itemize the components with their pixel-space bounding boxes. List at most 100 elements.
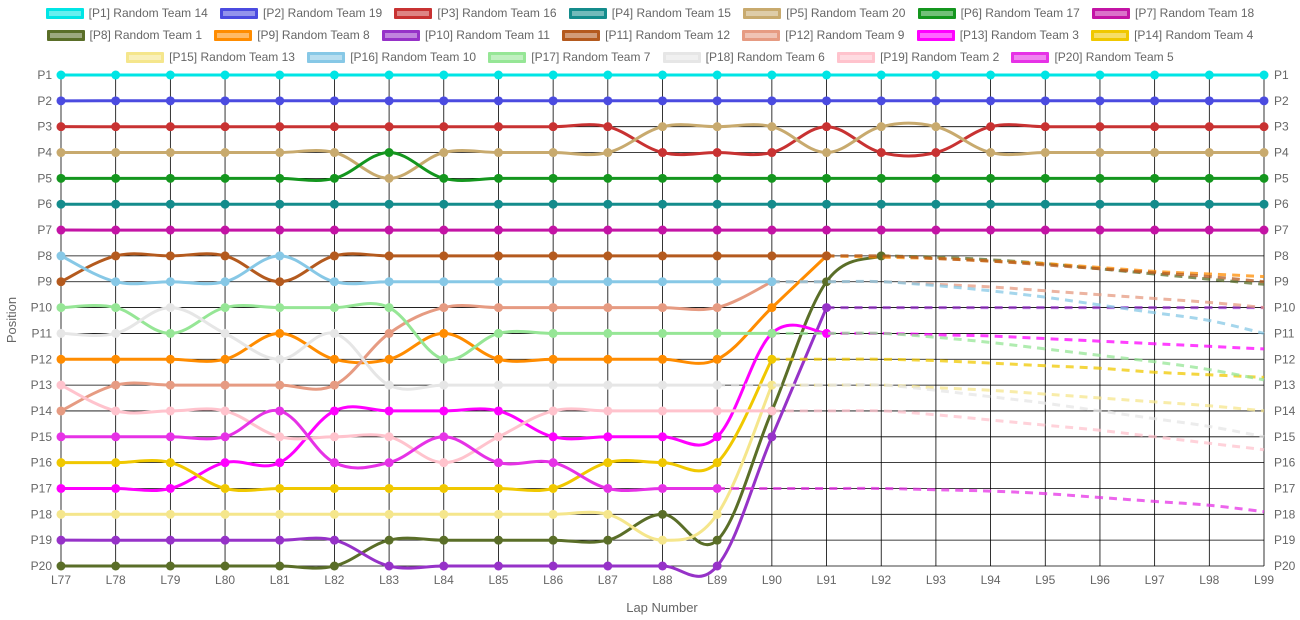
legend-item[interactable]: [P14] Random Team 4	[1091, 26, 1253, 44]
data-point[interactable]	[603, 483, 613, 493]
data-point[interactable]	[658, 483, 667, 493]
data-point[interactable]	[329, 303, 339, 313]
data-point[interactable]	[1095, 199, 1105, 209]
data-point[interactable]	[548, 535, 558, 545]
data-point[interactable]	[1095, 148, 1105, 158]
data-point[interactable]	[876, 96, 886, 106]
data-point[interactable]	[712, 96, 722, 106]
data-point[interactable]	[275, 432, 285, 442]
data-point[interactable]	[548, 483, 558, 493]
data-point[interactable]	[56, 406, 66, 416]
data-point[interactable]	[56, 70, 66, 80]
data-point[interactable]	[56, 148, 66, 158]
data-point[interactable]	[822, 199, 832, 209]
data-point[interactable]	[876, 70, 886, 80]
data-point[interactable]	[220, 251, 230, 261]
data-point[interactable]	[384, 406, 394, 416]
data-point[interactable]	[275, 70, 285, 80]
data-point[interactable]	[165, 251, 175, 261]
data-point[interactable]	[275, 148, 285, 158]
data-point[interactable]	[767, 380, 777, 390]
data-point[interactable]	[165, 303, 175, 313]
data-point[interactable]	[439, 561, 449, 571]
data-point[interactable]	[986, 199, 996, 209]
data-point[interactable]	[712, 509, 722, 519]
data-point[interactable]	[548, 432, 558, 442]
data-point[interactable]	[493, 277, 503, 287]
data-point[interactable]	[439, 70, 449, 80]
data-point[interactable]	[384, 354, 394, 364]
data-point[interactable]	[384, 458, 394, 468]
data-point[interactable]	[384, 173, 394, 183]
data-point[interactable]	[548, 122, 558, 132]
data-point[interactable]	[986, 225, 996, 235]
data-point[interactable]	[493, 148, 503, 158]
data-point[interactable]	[986, 148, 996, 158]
data-point[interactable]	[111, 406, 121, 416]
data-point[interactable]	[1095, 225, 1105, 235]
data-point[interactable]	[603, 199, 613, 209]
data-point[interactable]	[220, 148, 230, 158]
data-point[interactable]	[275, 277, 285, 287]
data-point[interactable]	[384, 303, 394, 313]
data-point[interactable]	[439, 251, 449, 261]
data-point[interactable]	[712, 483, 722, 493]
data-point[interactable]	[712, 328, 722, 338]
data-point[interactable]	[439, 277, 449, 287]
data-point[interactable]	[56, 122, 66, 132]
data-point[interactable]	[822, 122, 832, 132]
data-point[interactable]	[658, 535, 667, 545]
data-point[interactable]	[767, 122, 777, 132]
data-point[interactable]	[822, 303, 832, 313]
data-point[interactable]	[1150, 199, 1160, 209]
data-point[interactable]	[439, 406, 449, 416]
data-point[interactable]	[658, 354, 667, 364]
data-point[interactable]	[275, 380, 285, 390]
legend-item[interactable]: [P8] Random Team 1	[46, 26, 202, 44]
data-point[interactable]	[1259, 173, 1269, 183]
data-point[interactable]	[329, 70, 339, 80]
data-point[interactable]	[384, 251, 394, 261]
data-point[interactable]	[111, 458, 121, 468]
data-point[interactable]	[712, 70, 722, 80]
data-point[interactable]	[439, 303, 449, 313]
data-point[interactable]	[1040, 199, 1050, 209]
data-point[interactable]	[822, 328, 832, 338]
data-point[interactable]	[1150, 225, 1160, 235]
data-point[interactable]	[1204, 122, 1214, 132]
data-point[interactable]	[603, 380, 613, 390]
data-point[interactable]	[56, 303, 66, 313]
data-point[interactable]	[165, 535, 175, 545]
data-point[interactable]	[548, 380, 558, 390]
data-point[interactable]	[329, 535, 339, 545]
data-point[interactable]	[1095, 173, 1105, 183]
data-point[interactable]	[275, 122, 285, 132]
data-point[interactable]	[658, 122, 667, 132]
data-point[interactable]	[111, 380, 121, 390]
data-point[interactable]	[439, 122, 449, 132]
data-point[interactable]	[220, 328, 230, 338]
data-point[interactable]	[329, 122, 339, 132]
data-point[interactable]	[1040, 225, 1050, 235]
data-point[interactable]	[220, 173, 230, 183]
data-point[interactable]	[658, 458, 667, 468]
data-point[interactable]	[658, 432, 667, 442]
data-point[interactable]	[220, 561, 230, 571]
data-point[interactable]	[220, 303, 230, 313]
data-point[interactable]	[931, 225, 941, 235]
data-point[interactable]	[767, 432, 777, 442]
data-point[interactable]	[111, 148, 121, 158]
data-point[interactable]	[165, 96, 175, 106]
data-point[interactable]	[603, 148, 613, 158]
legend-item[interactable]: [P6] Random Team 17	[917, 4, 1080, 22]
legend-item[interactable]: [P1] Random Team 14	[45, 4, 208, 22]
data-point[interactable]	[56, 354, 66, 364]
data-point[interactable]	[56, 225, 66, 235]
data-point[interactable]	[165, 122, 175, 132]
data-point[interactable]	[165, 70, 175, 80]
data-point[interactable]	[384, 122, 394, 132]
data-point[interactable]	[767, 96, 777, 106]
data-point[interactable]	[1150, 173, 1160, 183]
data-point[interactable]	[329, 458, 339, 468]
data-point[interactable]	[1040, 173, 1050, 183]
